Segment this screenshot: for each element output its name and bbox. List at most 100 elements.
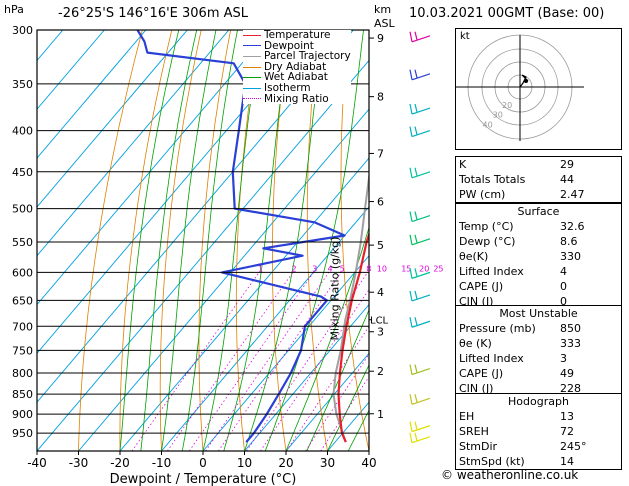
temp-tick-label: 20	[278, 456, 293, 470]
series-temperature	[337, 231, 369, 443]
most-unstable-row: CAPE (J) 49	[456, 366, 621, 381]
legend-dewpoint-swatch	[243, 45, 261, 47]
most-unstable-row: CIN (J) 228	[456, 381, 621, 396]
hodograph-stat-label: StmDir	[459, 440, 498, 453]
wind-barb-staff	[411, 130, 431, 138]
hodograph-ring-label: 40	[483, 120, 493, 129]
wind-barb-flag	[414, 211, 418, 220]
legend-dewpoint: Dewpoint	[243, 39, 351, 52]
location-title: -26°25'S 146°16'E 306m ASL	[58, 6, 249, 21]
legend-mixing-ratio-swatch	[243, 98, 261, 100]
copyright-text: © weatheronline.co.uk	[441, 468, 579, 482]
dry-adiabat-line	[119, 30, 173, 451]
wind-barb-flag	[414, 317, 418, 326]
most-unstable-row: Pressure (mb) 850	[456, 321, 621, 336]
wind-barb-staff	[411, 107, 431, 115]
surface-box: Surface Temp (°C) 32.6 Dewp (°C) 8.6 θe(K) 33…	[455, 203, 622, 310]
legend-dry-adiabat-label: Dry Adiabat	[264, 60, 327, 73]
temp-tick-label: -40	[27, 456, 47, 470]
most-unstable-value: 333	[560, 337, 581, 350]
surface-label: CAPE (J)	[459, 280, 504, 293]
pressure-tick-label: 900	[12, 408, 33, 421]
index-row-tt: Totals Totals 44	[456, 172, 621, 187]
hodograph-trace	[519, 74, 529, 88]
temp-tick-label: -30	[69, 456, 89, 470]
mixing-ratio-value-label: 10	[377, 265, 387, 274]
wind-barb	[409, 167, 431, 179]
temp-tick-label: -10	[152, 456, 172, 470]
km-tick-label: 7	[377, 147, 384, 160]
legend-dry-adiabat: Dry Adiabat	[243, 62, 351, 73]
wind-barb-flag	[409, 290, 413, 302]
wind-barb	[409, 234, 431, 246]
wind-barb-flag	[414, 69, 418, 78]
wind-barb	[409, 69, 431, 81]
wind-barb-staff	[411, 294, 431, 302]
most-unstable-label: Lifted Index	[459, 352, 524, 365]
wind-barb	[409, 317, 431, 328]
pressure-tick-label: 850	[12, 388, 33, 401]
index-row-pw: PW (cm) 2.47	[456, 187, 621, 202]
legend-isotherm-label: Isotherm	[264, 81, 311, 94]
hodograph-stats-box: Hodograph EH 13 SREH 72 StmDir 245° StmSpd (kt…	[455, 393, 622, 470]
legend-parcel-label: Parcel Trajectory	[264, 50, 351, 63]
km-tick-label: 3	[377, 326, 384, 339]
hodograph-stat-row: EH 13	[456, 409, 621, 424]
hodograph-stat-row: StmDir 245°	[456, 439, 621, 454]
legend-wet-adiabat-label: Wet Adiabat	[264, 71, 328, 84]
pressure-tick-label: 300	[12, 24, 33, 37]
wind-barb-flag	[409, 268, 413, 279]
index-label: PW (cm)	[459, 188, 506, 201]
most-unstable-row: Lifted Index 3	[456, 351, 621, 366]
wind-barb-flag	[409, 317, 413, 328]
index-value: 44	[560, 173, 574, 186]
hodograph-ring-label: 20	[502, 101, 512, 110]
surface-title: Surface	[517, 205, 560, 218]
most-unstable-label: CIN (J)	[459, 382, 494, 395]
most-unstable-label: θe (K)	[459, 337, 492, 350]
hpa-axis-title: hPa	[4, 3, 24, 16]
wind-barb	[409, 290, 431, 302]
mixing-ratio-value-label: 5	[340, 265, 345, 274]
legend-isotherm-swatch	[243, 87, 261, 89]
legend-dewpoint-label: Dewpoint	[264, 39, 314, 52]
wet-adiabat-line	[306, 308, 369, 451]
wind-barb-staff	[411, 214, 431, 223]
wind-barb-flag	[409, 211, 413, 222]
km-tick-label: 8	[377, 91, 384, 104]
surface-value: 330	[560, 250, 581, 263]
surface-row: CAPE (J) 0	[456, 279, 621, 294]
wind-barb-flag	[409, 126, 413, 137]
isotherm-line	[37, 30, 271, 306]
legend-parcel: Parcel Trajectory	[243, 51, 351, 62]
km-tick-label: 4	[377, 286, 384, 299]
most-unstable-value: 228	[560, 382, 581, 395]
wind-barb	[409, 103, 431, 115]
wind-barb	[409, 211, 431, 223]
mixing-ratio-line	[189, 272, 314, 451]
km-tick-label: 9	[377, 32, 384, 45]
lcl-label: LCL	[370, 316, 389, 327]
surface-value: 8.6	[560, 235, 578, 248]
surface-value: 0	[560, 295, 567, 308]
wind-barb	[409, 268, 431, 279]
pressure-tick-label: 600	[12, 266, 33, 279]
wind-barb	[409, 364, 431, 376]
datetime-title: 10.03.2021 00GMT (Base: 00)	[409, 6, 605, 21]
mixing-ratio-value-label: 25	[433, 265, 443, 274]
hodograph-storm-motion	[524, 79, 528, 83]
wind-barb-flag	[409, 432, 413, 443]
indices-box: K 29 Totals Totals 44 PW (cm) 2.47	[455, 156, 622, 203]
hodograph-stat-value: 245°	[560, 440, 587, 453]
pressure-tick-label: 550	[12, 236, 33, 249]
temp-tick-label: 0	[199, 456, 207, 470]
wind-barb-flag	[414, 31, 418, 40]
wind-barb-flag	[414, 290, 418, 300]
hodograph-stat-label: StmSpd (kt)	[459, 455, 525, 468]
surface-label: CIN (J)	[459, 295, 494, 308]
pressure-tick-label: 950	[12, 427, 33, 440]
legend-mixing-ratio: Mixing Ratio	[243, 93, 351, 105]
legend-temperature-swatch	[243, 34, 261, 36]
most-unstable-value: 850	[560, 322, 581, 335]
